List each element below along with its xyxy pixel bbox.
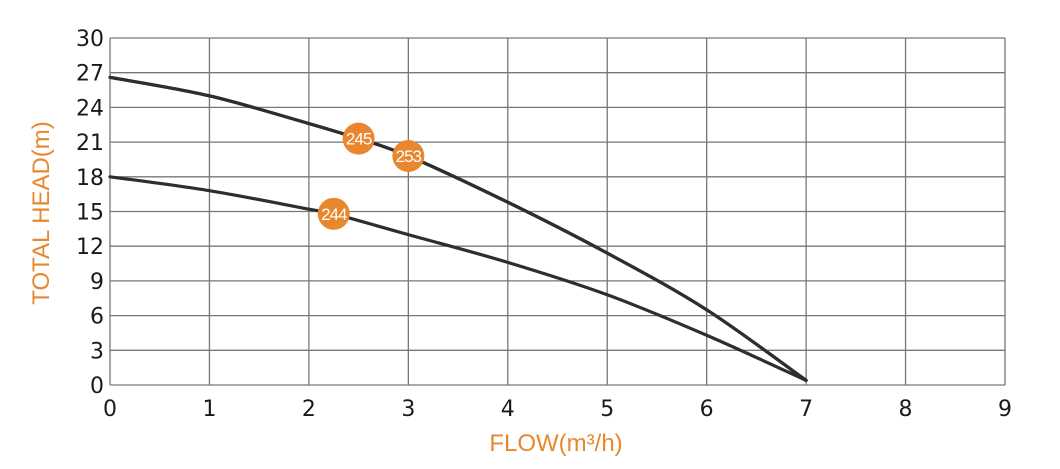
y-axis-ticks: 0 3 6 9 12 15 18 21 24 27 30	[76, 27, 104, 399]
badge-label: 253	[396, 147, 422, 166]
x-tick-label: 9	[998, 397, 1012, 422]
badge-label: 244	[321, 205, 347, 224]
curve-badges: 245 253 244	[317, 122, 425, 230]
badge-253: 253	[392, 139, 425, 172]
y-tick-label: 30	[76, 27, 104, 52]
badge-circle	[317, 197, 350, 230]
y-tick-label: 3	[90, 339, 104, 364]
x-axis-label: FLOW(m³/h)	[489, 430, 622, 457]
y-tick-label: 24	[76, 96, 104, 121]
x-tick-label: 6	[700, 397, 714, 422]
x-tick-label: 2	[302, 397, 316, 422]
y-tick-label: 6	[90, 305, 104, 330]
y-tick-label: 21	[76, 131, 104, 156]
badge-244: 244	[317, 197, 350, 230]
x-tick-label: 7	[799, 397, 813, 422]
y-tick-label: 18	[76, 166, 104, 191]
badge-circle	[392, 139, 425, 172]
curves	[108, 75, 808, 382]
x-tick-label: 0	[103, 397, 117, 422]
x-tick-label: 3	[401, 397, 415, 422]
grid	[109, 37, 1006, 386]
y-tick-label: 27	[76, 62, 104, 87]
y-tick-label: 9	[90, 270, 104, 295]
badge-circle	[342, 122, 375, 155]
y-tick-label: 0	[90, 374, 104, 399]
y-tick-label: 15	[76, 201, 104, 226]
x-tick-label: 1	[202, 397, 216, 422]
x-axis-ticks: 0 1 2 3 4 5 6 7 8 9	[103, 397, 1012, 422]
x-tick-label: 8	[899, 397, 913, 422]
curve-244	[108, 175, 808, 382]
x-tick-label: 5	[600, 397, 614, 422]
y-tick-label: 12	[76, 235, 104, 260]
badge-label: 245	[346, 130, 372, 149]
x-tick-label: 4	[501, 397, 515, 422]
curve-253	[108, 75, 808, 382]
badge-245: 245	[342, 122, 375, 155]
curve-245	[108, 75, 808, 382]
y-axis-label: TOTAL HEAD(m)	[28, 121, 55, 305]
